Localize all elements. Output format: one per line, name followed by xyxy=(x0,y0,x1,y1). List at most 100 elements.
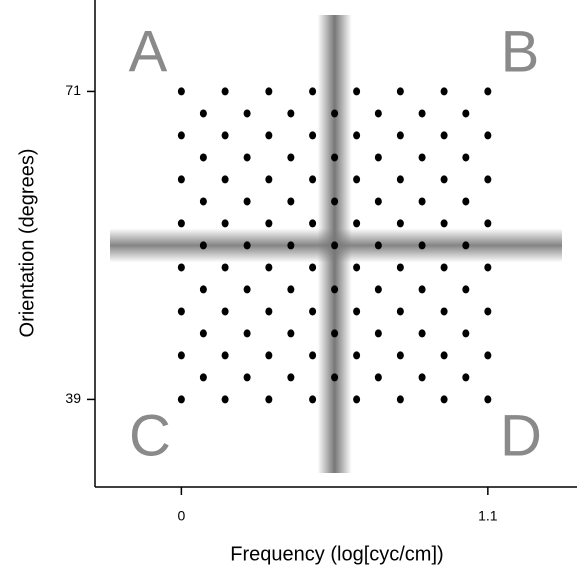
point xyxy=(221,307,229,316)
point xyxy=(287,285,295,294)
annotation: C xyxy=(129,403,171,468)
point xyxy=(396,351,404,360)
point xyxy=(177,263,185,272)
point xyxy=(353,219,361,228)
point xyxy=(243,197,251,206)
point xyxy=(309,87,317,96)
point xyxy=(462,241,470,250)
y-tick-label: 71 xyxy=(65,82,81,98)
point xyxy=(199,285,207,294)
point xyxy=(199,109,207,118)
annotation: D xyxy=(500,403,542,468)
point xyxy=(309,395,317,404)
point xyxy=(265,307,273,316)
point xyxy=(265,131,273,140)
point xyxy=(418,197,426,206)
point xyxy=(418,241,426,250)
point xyxy=(484,219,492,228)
point xyxy=(462,329,470,338)
point xyxy=(440,87,448,96)
point xyxy=(440,175,448,184)
point xyxy=(265,395,273,404)
point xyxy=(177,219,185,228)
point xyxy=(484,175,492,184)
point xyxy=(484,307,492,316)
point xyxy=(309,219,317,228)
point xyxy=(440,131,448,140)
point xyxy=(353,395,361,404)
point xyxy=(221,131,229,140)
point xyxy=(287,153,295,162)
point xyxy=(199,153,207,162)
point xyxy=(221,87,229,96)
point xyxy=(177,395,185,404)
point xyxy=(484,395,492,404)
point xyxy=(374,329,382,338)
point xyxy=(418,153,426,162)
point xyxy=(243,153,251,162)
point xyxy=(265,219,273,228)
point xyxy=(440,395,448,404)
point xyxy=(440,351,448,360)
point xyxy=(418,109,426,118)
point xyxy=(331,329,339,338)
point xyxy=(353,87,361,96)
point xyxy=(265,87,273,96)
point xyxy=(199,241,207,250)
point xyxy=(265,351,273,360)
point xyxy=(199,329,207,338)
y-axis-label: Orientation (degrees) xyxy=(16,149,38,338)
point xyxy=(396,219,404,228)
point xyxy=(309,351,317,360)
point xyxy=(440,263,448,272)
point xyxy=(287,241,295,250)
point xyxy=(221,175,229,184)
point xyxy=(287,373,295,382)
point xyxy=(243,109,251,118)
point xyxy=(396,263,404,272)
point xyxy=(418,285,426,294)
point xyxy=(396,307,404,316)
point xyxy=(309,131,317,140)
point xyxy=(199,373,207,382)
point xyxy=(462,153,470,162)
point xyxy=(374,153,382,162)
point xyxy=(484,131,492,140)
point xyxy=(396,131,404,140)
point xyxy=(374,197,382,206)
point xyxy=(440,307,448,316)
point xyxy=(199,197,207,206)
x-axis-label: Frequency (log[cyc/cm]) xyxy=(230,543,443,565)
point xyxy=(353,131,361,140)
point xyxy=(287,197,295,206)
point xyxy=(309,307,317,316)
point xyxy=(418,329,426,338)
point xyxy=(221,395,229,404)
point xyxy=(331,373,339,382)
point xyxy=(374,373,382,382)
point xyxy=(309,263,317,272)
point xyxy=(374,109,382,118)
point xyxy=(221,263,229,272)
annotation: B xyxy=(501,19,540,84)
point xyxy=(331,285,339,294)
point xyxy=(396,175,404,184)
point xyxy=(484,351,492,360)
point xyxy=(243,373,251,382)
point xyxy=(484,87,492,96)
point xyxy=(309,175,317,184)
point xyxy=(331,109,339,118)
point xyxy=(353,351,361,360)
point xyxy=(396,87,404,96)
x-tick-label: 0 xyxy=(177,508,185,524)
point xyxy=(331,241,339,250)
point xyxy=(462,285,470,294)
point xyxy=(177,87,185,96)
point xyxy=(177,175,185,184)
point xyxy=(462,197,470,206)
point xyxy=(265,263,273,272)
point xyxy=(418,373,426,382)
point xyxy=(177,131,185,140)
point xyxy=(484,263,492,272)
